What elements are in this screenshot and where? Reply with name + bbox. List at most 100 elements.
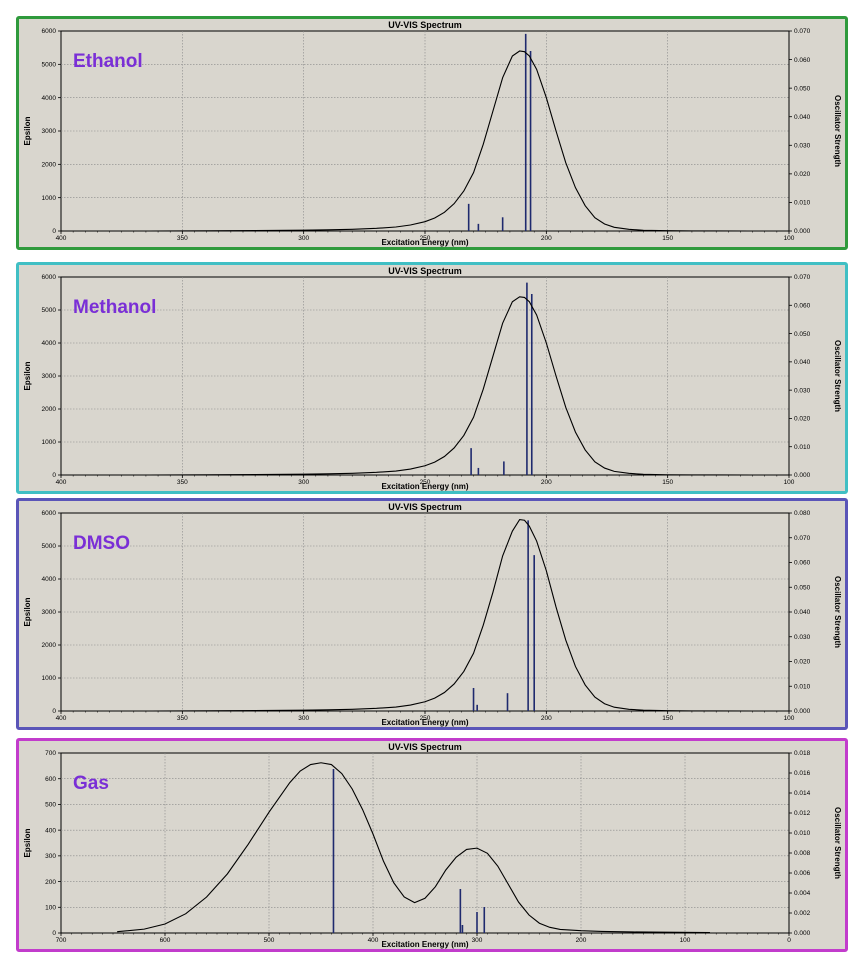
y2-axis-label: Oscillator Strength (833, 807, 842, 879)
y2-tick-label: 0.000 (794, 708, 811, 715)
y2-tick-label: 0.050 (794, 85, 811, 92)
y-tick-label: 2000 (42, 162, 57, 169)
spectrum-line (148, 296, 753, 476)
x-tick-label: 200 (541, 235, 552, 242)
y-tick-label: 1000 (42, 439, 57, 446)
y2-tick-label: 0.060 (794, 57, 811, 64)
y2-tick-label: 0.006 (794, 870, 811, 877)
y-axis-label: Epsilon (23, 361, 32, 390)
y2-tick-label: 0.020 (794, 416, 811, 423)
y-tick-label: 4000 (42, 576, 57, 583)
y-tick-label: 1000 (42, 195, 57, 202)
y2-tick-label: 0.050 (794, 584, 811, 591)
y-tick-label: 5000 (42, 543, 57, 550)
y-tick-label: 6000 (42, 28, 57, 35)
y2-tick-label: 0.020 (794, 171, 811, 178)
y2-tick-label: 0.018 (794, 750, 811, 757)
y2-tick-label: 0.002 (794, 910, 811, 917)
x-tick-label: 350 (177, 479, 188, 486)
x-tick-label: 300 (472, 937, 483, 944)
x-tick-label: 350 (177, 235, 188, 242)
plot-area (60, 752, 790, 934)
x-tick-label: 250 (420, 479, 431, 486)
y-tick-label: 3000 (42, 128, 57, 135)
y2-tick-label: 0.010 (794, 200, 811, 207)
y2-axis-label: Oscillator Strength (833, 576, 842, 648)
y2-tick-label: 0.030 (794, 387, 811, 394)
y-tick-label: 200 (45, 879, 56, 886)
y2-tick-label: 0.008 (794, 850, 811, 857)
y2-tick-label: 0.000 (794, 228, 811, 235)
x-tick-label: 200 (541, 715, 552, 722)
y-tick-label: 2000 (42, 406, 57, 413)
x-tick-label: 400 (56, 479, 67, 486)
x-tick-label: 150 (662, 715, 673, 722)
y2-tick-label: 0.030 (794, 634, 811, 641)
y2-tick-label: 0.040 (794, 359, 811, 366)
y2-tick-label: 0.040 (794, 609, 811, 616)
y-tick-label: 0 (52, 228, 56, 235)
spectrum-line (148, 50, 751, 232)
spectrum-line (117, 762, 710, 934)
y2-tick-label: 0.000 (794, 930, 811, 937)
x-tick-label: 400 (56, 235, 67, 242)
y2-tick-label: 0.050 (794, 331, 811, 338)
y-axis-label: Epsilon (23, 116, 32, 145)
x-tick-label: 100 (784, 235, 795, 242)
x-tick-label: 150 (662, 479, 673, 486)
chart-panel-methanol: 400 350 300 250 200 150 100 0 1000 2000 3000 4000 50… (16, 262, 848, 494)
chart-panel-gas: 700 600 500 400 300 200 100 0 0 100 200 300 400 500 60… (16, 738, 848, 952)
x-tick-label: 100 (784, 479, 795, 486)
y-tick-label: 2000 (42, 642, 57, 649)
x-tick-label: 100 (680, 937, 691, 944)
y2-tick-label: 0.070 (794, 28, 811, 35)
y2-tick-label: 0.070 (794, 535, 811, 542)
solvent-label: DMSO (73, 533, 130, 554)
y-tick-label: 3000 (42, 609, 57, 616)
x-tick-label: 300 (298, 479, 309, 486)
x-tick-label: 400 (56, 715, 67, 722)
chart-title: UV-VIS Spectrum (388, 266, 462, 276)
y2-tick-label: 0.000 (794, 472, 811, 479)
y-tick-label: 5000 (42, 307, 57, 314)
chart-title: UV-VIS Spectrum (388, 502, 462, 512)
y-tick-label: 700 (45, 750, 56, 757)
chart-svg-ethanol: 400 350 300 250 200 150 1000100020003000400050… (23, 20, 842, 247)
y-tick-label: 100 (45, 904, 56, 911)
chart-panel-ethanol: 400 350 300 250 200 150 100 0 1000 2000 3000 4000 50… (16, 16, 848, 250)
x-tick-label: 600 (160, 937, 171, 944)
y2-tick-label: 0.010 (794, 683, 811, 690)
solvent-label: Ethanol (73, 51, 143, 72)
x-tick-label: 400 (368, 937, 379, 944)
y2-tick-label: 0.060 (794, 560, 811, 567)
x-tick-label: 300 (298, 235, 309, 242)
x-tick-label: 0 (787, 937, 791, 944)
y2-axis-label: Oscillator Strength (833, 95, 842, 167)
x-axis-label: Excitation Energy (nm) (381, 940, 468, 949)
chart-title: UV-VIS Spectrum (388, 20, 462, 30)
chart-svg-methanol: 400 350 300 250 200 150 1000100020003000400050… (23, 266, 842, 491)
chart-svg-gas: 700 600 500 400 300 200 100 0 0 100 200 300 400 500 60… (23, 742, 842, 949)
y-tick-label: 1000 (42, 675, 57, 682)
y-tick-label: 500 (45, 802, 56, 809)
y2-tick-label: 0.014 (794, 790, 811, 797)
y2-tick-label: 0.004 (794, 890, 811, 897)
y-tick-label: 5000 (42, 62, 57, 69)
x-tick-label: 350 (177, 715, 188, 722)
y2-tick-label: 0.070 (794, 274, 811, 281)
y-tick-label: 6000 (42, 510, 57, 517)
y2-tick-label: 0.020 (794, 659, 811, 666)
y2-tick-label: 0.040 (794, 114, 811, 121)
y2-tick-label: 0.016 (794, 770, 811, 777)
x-tick-label: 200 (576, 937, 587, 944)
x-axis-label: Excitation Energy (nm) (381, 238, 468, 247)
y2-tick-label: 0.010 (794, 830, 811, 837)
x-tick-label: 250 (420, 715, 431, 722)
x-tick-label: 100 (784, 715, 795, 722)
y2-tick-label: 0.060 (794, 302, 811, 309)
spectrum-line (150, 519, 756, 712)
x-tick-label: 300 (298, 715, 309, 722)
y-tick-label: 3000 (42, 373, 57, 380)
y2-axis-label: Oscillator Strength (833, 340, 842, 412)
y-tick-label: 600 (45, 776, 56, 783)
